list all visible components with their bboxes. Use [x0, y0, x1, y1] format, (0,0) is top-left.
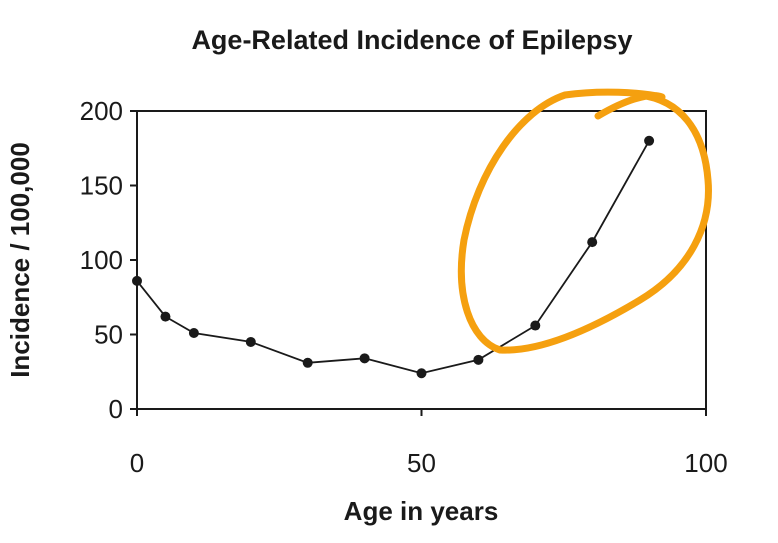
data-point	[587, 237, 598, 248]
data-point	[644, 135, 655, 146]
y-axis-ticks: 0 50 100 150 200	[80, 96, 137, 424]
series-points	[132, 135, 655, 379]
data-point	[188, 328, 199, 339]
data-point	[359, 353, 370, 364]
highlight-circle	[457, 88, 712, 354]
x-tick-label: 50	[407, 448, 436, 478]
chart-title: Age-Related Incidence of Epilepsy	[191, 25, 632, 55]
y-axis-label: Incidence / 100,000	[5, 142, 35, 378]
data-point	[245, 336, 256, 347]
series-line	[136, 140, 650, 375]
y-tick-label: 150	[80, 171, 123, 201]
data-point	[160, 311, 171, 322]
data-point	[530, 320, 541, 331]
x-axis-ticks: 0 50 100	[130, 409, 728, 478]
data-point	[302, 357, 313, 368]
data-point	[416, 368, 427, 379]
x-tick-label: 100	[684, 448, 727, 478]
data-point	[473, 354, 484, 365]
data-point	[132, 275, 142, 286]
y-tick-label: 200	[80, 96, 123, 126]
plot-frame	[136, 110, 707, 410]
y-tick-label: 100	[80, 245, 123, 275]
x-tick-label: 0	[130, 448, 144, 478]
y-tick-label: 50	[94, 320, 123, 350]
x-axis-label: Age in years	[344, 496, 499, 526]
y-tick-label: 0	[109, 394, 123, 424]
